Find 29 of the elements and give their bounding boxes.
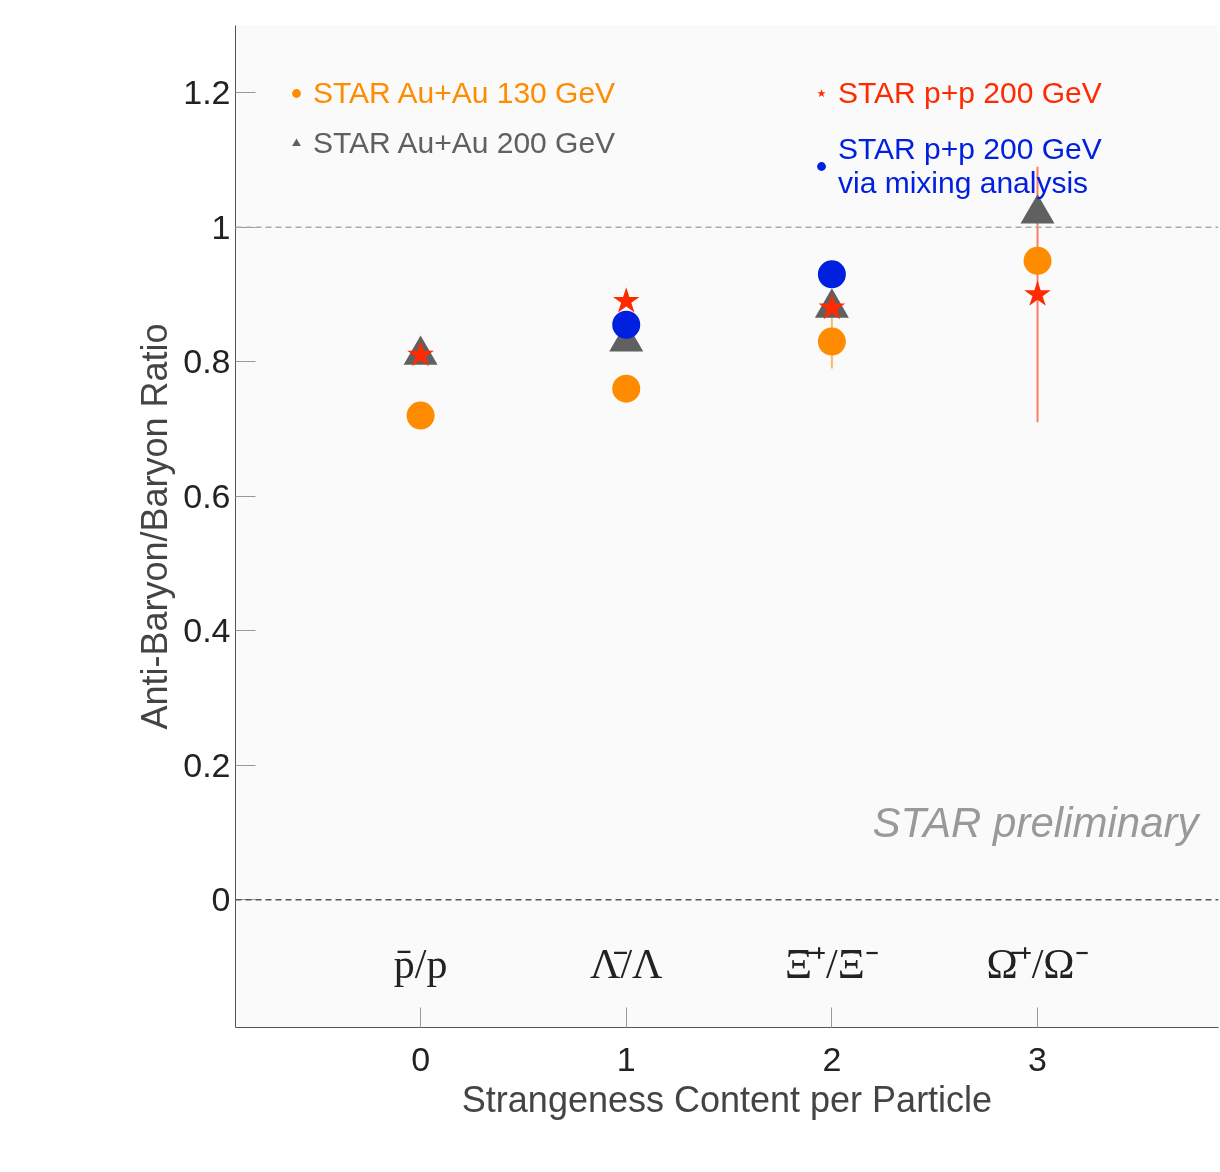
- annotation: Ξ̄⁺/Ξ⁻: [785, 940, 879, 987]
- y-tick-label: 0.2: [183, 745, 231, 784]
- legend-label: STAR p+p 200 GeV: [838, 76, 1102, 110]
- x-tick-label: 0: [411, 1039, 431, 1078]
- y-tick-label: 1.2: [183, 73, 231, 112]
- annotation: p̄/p: [393, 940, 448, 987]
- point: [817, 260, 846, 289]
- legend-label: STAR Au+Au 130 GeV: [313, 76, 616, 110]
- point: [612, 374, 641, 403]
- point: [817, 327, 846, 356]
- x-tick-label: 3: [1028, 1039, 1047, 1078]
- y-tick-label: 0.6: [183, 476, 231, 515]
- annotation: Λ̄/Λ: [589, 940, 664, 987]
- annotation: STAR preliminary: [872, 798, 1202, 846]
- point: [406, 401, 435, 430]
- y-tick-label: 0.8: [183, 342, 231, 381]
- annotation: Ω̄⁺/Ω⁻: [986, 940, 1089, 987]
- y-axis-title: Anti-Baryon/Baryon Ratio: [134, 323, 176, 730]
- y-tick-label: 0: [211, 880, 231, 919]
- x-tick-label: 1: [616, 1039, 636, 1078]
- point: [1023, 246, 1052, 275]
- x-tick-label: 2: [822, 1039, 842, 1078]
- point: [612, 310, 641, 339]
- y-tick-label: 0.4: [183, 611, 231, 650]
- legend-label: STAR Au+Au 200 GeV: [313, 126, 616, 160]
- y-tick-label: 1: [211, 207, 231, 246]
- point: [1024, 280, 1051, 306]
- x-axis-title: Strangeness Content per Particle: [461, 1078, 993, 1120]
- point: [612, 287, 640, 313]
